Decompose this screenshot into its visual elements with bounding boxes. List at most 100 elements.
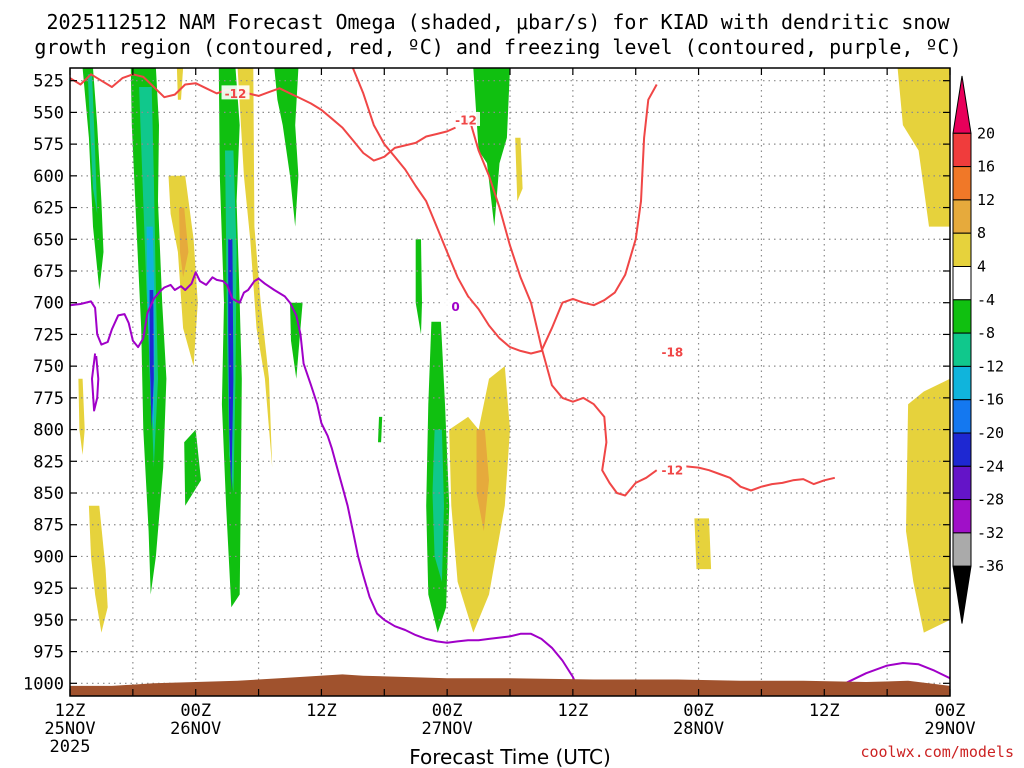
y-tick-label-875: 875 (33, 516, 64, 536)
colorbar-label-1: 16 (977, 158, 995, 176)
colorbar-label-12: -32 (977, 524, 1004, 542)
y-tick-label-825: 825 (33, 452, 64, 472)
colorbar-segment-0 (952, 75, 972, 134)
x-tick-label-72-1: 12Z (809, 701, 840, 721)
x-tick-label-84-1: 00Z (935, 701, 966, 721)
dgz-contour-2 (685, 465, 836, 492)
y-tick-label-775: 775 (33, 389, 64, 409)
colorbar-segment-13 (952, 532, 972, 567)
omega-region-9 (274, 68, 299, 227)
freezing-contour-6 (828, 662, 950, 695)
omega-region-11 (415, 239, 422, 335)
y-tick-label-525: 525 (33, 72, 64, 92)
colorbar-segment-3 (952, 199, 972, 234)
y-tick-label-750: 750 (33, 357, 64, 377)
y-tick-label-550: 550 (33, 103, 64, 123)
x-tick-label-60-2: 28NOV (673, 719, 724, 739)
colorbar-segment-5 (952, 266, 972, 301)
x-tick-label-12-1: 00Z (180, 701, 211, 721)
omega-region-13 (432, 429, 444, 582)
x-tick-label-84-2: 29NOV (924, 719, 975, 739)
contour-label-bg-1 (452, 112, 480, 127)
y-axis: 525 550 575 600 625 650 675 700 725 750 775 800 825 8… (23, 72, 950, 694)
colorbar-segment-1 (952, 132, 972, 168)
omega-region-23 (476, 429, 489, 532)
y-tick-label-1000: 1000 (23, 674, 64, 694)
colorbar-label-6: -8 (977, 324, 995, 342)
colorbar-label-11: -28 (977, 491, 1004, 509)
y-tick-label-800: 800 (33, 421, 64, 441)
x-tick-label-36-2: 27NOV (422, 719, 473, 739)
omega-region-16 (378, 416, 383, 443)
x-tick-label-0-1: 12Z (55, 701, 86, 721)
y-tick-label-975: 975 (33, 643, 64, 663)
y-tick-label-675: 675 (33, 262, 64, 282)
terrain-fill (70, 674, 950, 696)
omega-region-27 (906, 378, 950, 633)
x-tick-label-0-2: 25NOV (44, 719, 95, 739)
omega-region-25 (694, 518, 712, 570)
x-tick-label-36-1: 00Z (432, 701, 463, 721)
chart-title-line1: 2025112512 NAM Forecast Omega (shaded, μ… (46, 10, 950, 34)
x-tick-label-48-1: 12Z (557, 701, 588, 721)
omega-region-10 (290, 302, 303, 379)
chart-title-line2: growth region (contoured, red, ºC) and f… (34, 35, 961, 59)
omega-region-19 (179, 207, 189, 278)
dgz-contour-0 (70, 73, 456, 162)
dgz-contour-1 (465, 119, 658, 497)
contour-lines: -12 -12 -12 -18 0 (70, 68, 950, 695)
colorbar-segment-14 (952, 565, 972, 624)
x-tick-label-12-2: 26NOV (170, 719, 221, 739)
x-tick-label-60-1: 00Z (683, 701, 714, 721)
omega-region-5 (149, 290, 154, 430)
x-tick-label-24-1: 12Z (306, 701, 337, 721)
colorbar-label-10: -24 (977, 457, 1004, 475)
colorbar-label-4: 4 (977, 258, 986, 276)
colorbar-segment-8 (952, 365, 972, 401)
colorbar-label-2: 12 (977, 191, 995, 209)
x-tick-label-0-3: 2025 (50, 737, 91, 757)
y-tick-label-600: 600 (33, 167, 64, 187)
omega-region-26 (897, 68, 950, 227)
contour-label-4: 0 (451, 300, 459, 314)
colorbar-label-3: 8 (977, 224, 986, 242)
credit-link[interactable]: coolwx.com/models (860, 743, 1014, 761)
colorbar-segment-6 (952, 299, 972, 334)
terrain-area (70, 674, 950, 696)
colorbar-segment-11 (952, 465, 972, 501)
colorbar-segment-9 (952, 399, 972, 434)
colorbar-label-5: -4 (977, 291, 995, 309)
y-tick-label-725: 725 (33, 325, 64, 345)
colorbar-label-13: -36 (977, 557, 1004, 575)
omega-region-21 (78, 378, 85, 455)
y-tick-label-700: 700 (33, 294, 64, 314)
freezing-contour-4 (70, 271, 580, 691)
colorbar-label-0: 20 (977, 124, 995, 142)
colorbar-segment-4 (952, 232, 972, 267)
omega-region-14 (184, 429, 201, 506)
contour-label-1: -12 (455, 114, 477, 128)
omega-region-24 (515, 137, 523, 202)
y-tick-label-850: 850 (33, 484, 64, 504)
omega-region-15 (473, 68, 510, 227)
y-tick-label-950: 950 (33, 611, 64, 631)
contour-label-bg-0 (221, 85, 250, 100)
omega-region-17 (237, 68, 273, 468)
contour-label-bg-2 (658, 462, 687, 477)
colorbar-segment-12 (952, 499, 972, 534)
contour-label-bg-4 (441, 298, 470, 313)
colorbar-label-8: -16 (977, 391, 1004, 409)
contour-label-bg-3 (658, 344, 687, 359)
y-tick-label-650: 650 (33, 230, 64, 250)
x-axis-title: Forecast Time (UTC) (409, 745, 611, 768)
colorbar-label-9: -20 (977, 424, 1004, 442)
colorbar-segment-10 (952, 432, 972, 467)
y-tick-label-925: 925 (33, 579, 64, 599)
colorbar-segment-2 (952, 166, 972, 201)
contour-label-3: -18 (662, 346, 684, 360)
dgz-contour-3 (351, 68, 658, 355)
y-tick-label-575: 575 (33, 135, 64, 155)
omega-region-20 (88, 505, 108, 633)
